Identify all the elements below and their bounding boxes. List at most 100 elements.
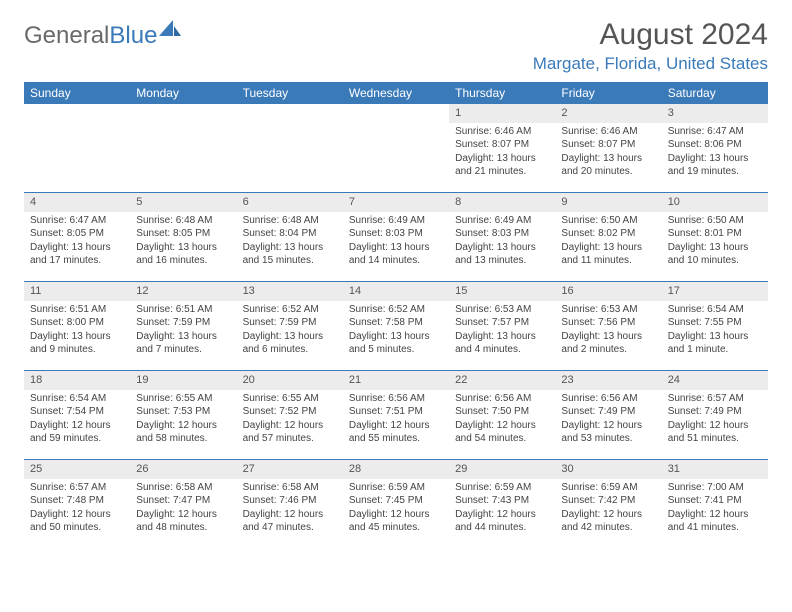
day-line: Daylight: 13 hours	[349, 330, 443, 344]
day-cell: 30Sunrise: 6:59 AMSunset: 7:42 PMDayligh…	[555, 460, 661, 548]
location-text: Margate, Florida, United States	[533, 54, 768, 74]
day-number: 25	[24, 460, 130, 479]
day-line: Daylight: 13 hours	[136, 241, 230, 255]
weekday-header: Thursday	[449, 82, 555, 104]
day-line: Sunrise: 6:55 AM	[136, 392, 230, 406]
day-line: and 51 minutes.	[668, 432, 762, 446]
week-row: 25Sunrise: 6:57 AMSunset: 7:48 PMDayligh…	[24, 459, 768, 548]
day-line: and 48 minutes.	[136, 521, 230, 535]
day-cell: 16Sunrise: 6:53 AMSunset: 7:56 PMDayligh…	[555, 282, 661, 370]
day-line: Sunrise: 6:56 AM	[561, 392, 655, 406]
day-number: 18	[24, 371, 130, 390]
day-number: 13	[237, 282, 343, 301]
day-line: Sunrise: 6:51 AM	[136, 303, 230, 317]
day-line: and 13 minutes.	[455, 254, 549, 268]
day-cell: 21Sunrise: 6:56 AMSunset: 7:51 PMDayligh…	[343, 371, 449, 459]
day-line: Daylight: 13 hours	[561, 152, 655, 166]
day-number: 11	[24, 282, 130, 301]
day-line: Sunset: 8:02 PM	[561, 227, 655, 241]
day-body: Sunrise: 6:51 AMSunset: 7:59 PMDaylight:…	[130, 303, 236, 361]
day-number: 24	[662, 371, 768, 390]
day-line: Sunset: 8:03 PM	[455, 227, 549, 241]
day-line: Daylight: 12 hours	[349, 508, 443, 522]
day-line: Sunset: 8:01 PM	[668, 227, 762, 241]
day-line: and 9 minutes.	[30, 343, 124, 357]
day-line: Sunrise: 6:52 AM	[243, 303, 337, 317]
day-line: Sunrise: 6:59 AM	[455, 481, 549, 495]
day-cell: 15Sunrise: 6:53 AMSunset: 7:57 PMDayligh…	[449, 282, 555, 370]
day-line: Sunset: 7:43 PM	[455, 494, 549, 508]
day-line: Sunset: 8:05 PM	[136, 227, 230, 241]
day-line: Daylight: 12 hours	[30, 419, 124, 433]
day-line: Daylight: 13 hours	[668, 330, 762, 344]
day-line: and 11 minutes.	[561, 254, 655, 268]
day-line: Sunset: 7:42 PM	[561, 494, 655, 508]
day-body: Sunrise: 6:59 AMSunset: 7:45 PMDaylight:…	[343, 481, 449, 539]
header: GeneralBlue August 2024 Margate, Florida…	[24, 18, 768, 74]
day-number: 10	[662, 193, 768, 212]
day-line: Sunset: 8:07 PM	[561, 138, 655, 152]
day-line: Sunrise: 6:56 AM	[349, 392, 443, 406]
day-body: Sunrise: 6:54 AMSunset: 7:55 PMDaylight:…	[662, 303, 768, 361]
day-number: 8	[449, 193, 555, 212]
day-cell: 29Sunrise: 6:59 AMSunset: 7:43 PMDayligh…	[449, 460, 555, 548]
day-line: Sunset: 7:59 PM	[243, 316, 337, 330]
day-line: and 47 minutes.	[243, 521, 337, 535]
day-body: Sunrise: 6:48 AMSunset: 8:05 PMDaylight:…	[130, 214, 236, 272]
day-line: Sunrise: 6:58 AM	[243, 481, 337, 495]
day-line: and 57 minutes.	[243, 432, 337, 446]
day-line: and 10 minutes.	[668, 254, 762, 268]
day-body: Sunrise: 6:48 AMSunset: 8:04 PMDaylight:…	[237, 214, 343, 272]
day-line: Daylight: 12 hours	[668, 508, 762, 522]
day-number: 14	[343, 282, 449, 301]
day-line: Sunset: 7:59 PM	[136, 316, 230, 330]
day-body: Sunrise: 6:55 AMSunset: 7:53 PMDaylight:…	[130, 392, 236, 450]
day-line: Sunrise: 6:59 AM	[561, 481, 655, 495]
day-number: 4	[24, 193, 130, 212]
day-body: Sunrise: 6:49 AMSunset: 8:03 PMDaylight:…	[343, 214, 449, 272]
day-line: Sunrise: 6:47 AM	[30, 214, 124, 228]
day-number: 27	[237, 460, 343, 479]
day-cell: 12Sunrise: 6:51 AMSunset: 7:59 PMDayligh…	[130, 282, 236, 370]
day-line: Sunset: 7:58 PM	[349, 316, 443, 330]
weeks-container: 1Sunrise: 6:46 AMSunset: 8:07 PMDaylight…	[24, 104, 768, 548]
day-number: 22	[449, 371, 555, 390]
day-line: and 17 minutes.	[30, 254, 124, 268]
day-line: Daylight: 12 hours	[136, 508, 230, 522]
calendar-page: GeneralBlue August 2024 Margate, Florida…	[0, 0, 792, 558]
day-cell: 23Sunrise: 6:56 AMSunset: 7:49 PMDayligh…	[555, 371, 661, 459]
weekday-header: Sunday	[24, 82, 130, 104]
day-body: Sunrise: 6:49 AMSunset: 8:03 PMDaylight:…	[449, 214, 555, 272]
day-number: 2	[555, 104, 661, 123]
day-line: Sunrise: 6:50 AM	[561, 214, 655, 228]
day-line: Sunset: 7:52 PM	[243, 405, 337, 419]
day-cell: 8 Sunrise: 6:49 AMSunset: 8:03 PMDaylight…	[449, 193, 555, 281]
calendar-grid: Sunday Monday Tuesday Wednesday Thursday…	[24, 82, 768, 548]
day-line: Sunrise: 6:46 AM	[455, 125, 549, 139]
day-cell: 27Sunrise: 6:58 AMSunset: 7:46 PMDayligh…	[237, 460, 343, 548]
day-cell	[343, 104, 449, 192]
day-line: Sunset: 7:53 PM	[136, 405, 230, 419]
day-line: and 15 minutes.	[243, 254, 337, 268]
day-line: Sunrise: 6:57 AM	[668, 392, 762, 406]
day-line: Sunrise: 6:54 AM	[668, 303, 762, 317]
day-body: Sunrise: 6:56 AMSunset: 7:50 PMDaylight:…	[449, 392, 555, 450]
day-line: Sunrise: 6:57 AM	[30, 481, 124, 495]
day-line: and 16 minutes.	[136, 254, 230, 268]
day-body: Sunrise: 6:59 AMSunset: 7:42 PMDaylight:…	[555, 481, 661, 539]
day-line: Daylight: 13 hours	[349, 241, 443, 255]
day-number: 16	[555, 282, 661, 301]
day-line: and 54 minutes.	[455, 432, 549, 446]
day-line: Daylight: 13 hours	[455, 152, 549, 166]
weekday-header: Friday	[555, 82, 661, 104]
day-line: and 2 minutes.	[561, 343, 655, 357]
day-line: Daylight: 13 hours	[561, 241, 655, 255]
day-line: Sunset: 8:07 PM	[455, 138, 549, 152]
day-line: Daylight: 13 hours	[30, 241, 124, 255]
month-title: August 2024	[533, 18, 768, 52]
day-line: Sunrise: 6:49 AM	[455, 214, 549, 228]
day-line: Daylight: 13 hours	[243, 241, 337, 255]
weekday-header-row: Sunday Monday Tuesday Wednesday Thursday…	[24, 82, 768, 104]
day-line: Sunset: 7:47 PM	[136, 494, 230, 508]
day-cell: 4Sunrise: 6:47 AMSunset: 8:05 PMDaylight…	[24, 193, 130, 281]
